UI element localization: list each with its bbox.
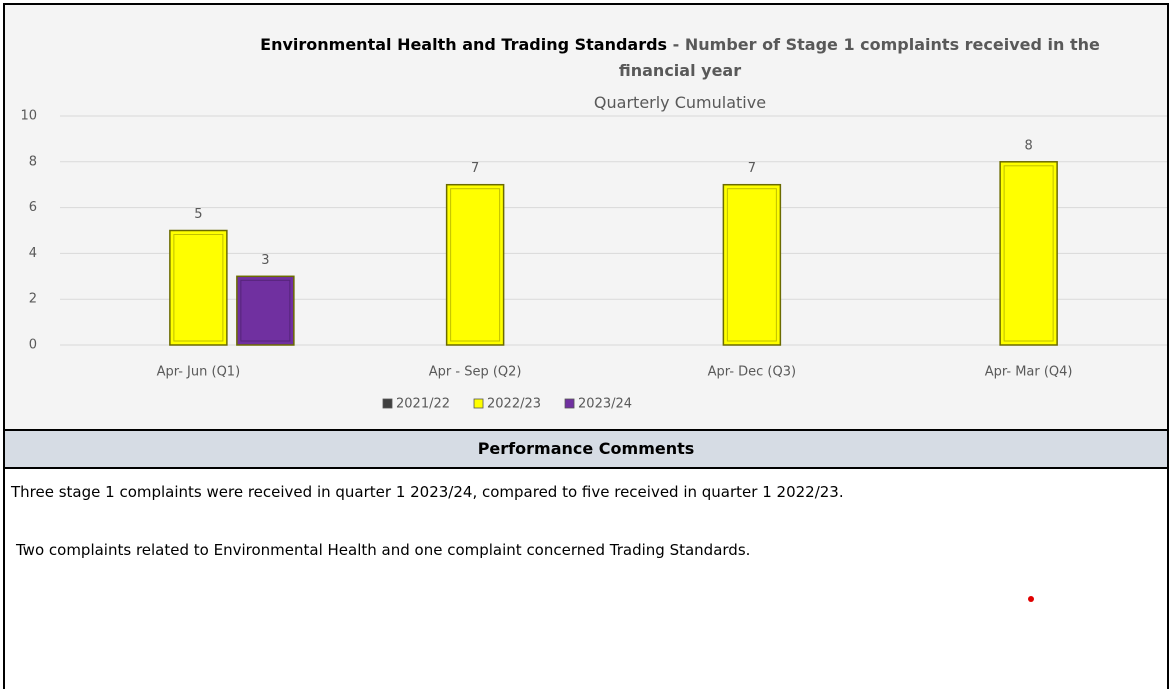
data-label: 8 bbox=[1024, 138, 1032, 153]
comment-paragraph: Two complaints related to Environmental … bbox=[16, 541, 751, 559]
chart-subtitle: Quarterly Cumulative bbox=[593, 93, 767, 112]
data-label: 7 bbox=[471, 161, 479, 176]
bar bbox=[722, 183, 782, 346]
legend-label: 2023/24 bbox=[578, 397, 632, 412]
y-tick-label: 6 bbox=[29, 200, 37, 215]
chart: 0 2 4 6 8 10 Apr- Jun (Q1) 5 3 Apr - Sep (Q2) 7 Apr… bbox=[20, 109, 1167, 412]
bar-bevel bbox=[173, 234, 224, 342]
bar bbox=[169, 229, 228, 346]
legend-swatch bbox=[473, 398, 484, 409]
legend-swatch bbox=[564, 398, 575, 409]
bar bbox=[445, 183, 505, 346]
data-label: 5 bbox=[194, 207, 202, 222]
bar-bevel bbox=[1003, 165, 1054, 342]
red-dot bbox=[1028, 596, 1034, 602]
chart-title: Environmental Health and Trading Standar… bbox=[220, 32, 1140, 84]
comment-paragraph: Three stage 1 complaints were received i… bbox=[11, 483, 844, 501]
title-detail: - Number of Stage 1 complaints received … bbox=[618, 35, 1100, 80]
legend-swatch bbox=[382, 398, 393, 409]
y-tick-label: 4 bbox=[29, 246, 37, 261]
data-label: 3 bbox=[261, 253, 269, 268]
title-main: Environmental Health and Trading Standar… bbox=[260, 35, 668, 54]
y-tick-label: 2 bbox=[29, 292, 37, 307]
y-tick-label: 0 bbox=[29, 338, 37, 353]
y-tick-label: 8 bbox=[29, 154, 37, 169]
x-tick-label: Apr- Dec (Q3) bbox=[708, 365, 796, 380]
bar-bevel bbox=[240, 279, 291, 342]
report-panel: 0 2 4 6 8 10 Apr- Jun (Q1) 5 3 Apr - Sep (Q2) 7 Apr… bbox=[3, 3, 1169, 689]
bar bbox=[999, 161, 1058, 346]
bar-bevel bbox=[450, 188, 501, 342]
x-tick-label: Apr- Mar (Q4) bbox=[985, 365, 1073, 380]
comments-heading: Performance Comments bbox=[5, 429, 1167, 469]
legend-label: 2021/22 bbox=[396, 397, 450, 412]
chart-area: 0 2 4 6 8 10 Apr- Jun (Q1) 5 3 Apr - Sep (Q2) 7 Apr… bbox=[5, 5, 1167, 429]
legend-label: 2022/23 bbox=[487, 397, 541, 412]
x-tick-label: Apr- Jun (Q1) bbox=[157, 365, 241, 380]
bar-bevel bbox=[726, 188, 777, 342]
x-tick-label: Apr - Sep (Q2) bbox=[429, 365, 522, 380]
data-label: 7 bbox=[748, 161, 756, 176]
bar bbox=[236, 275, 295, 346]
y-tick-label: 10 bbox=[20, 109, 37, 124]
